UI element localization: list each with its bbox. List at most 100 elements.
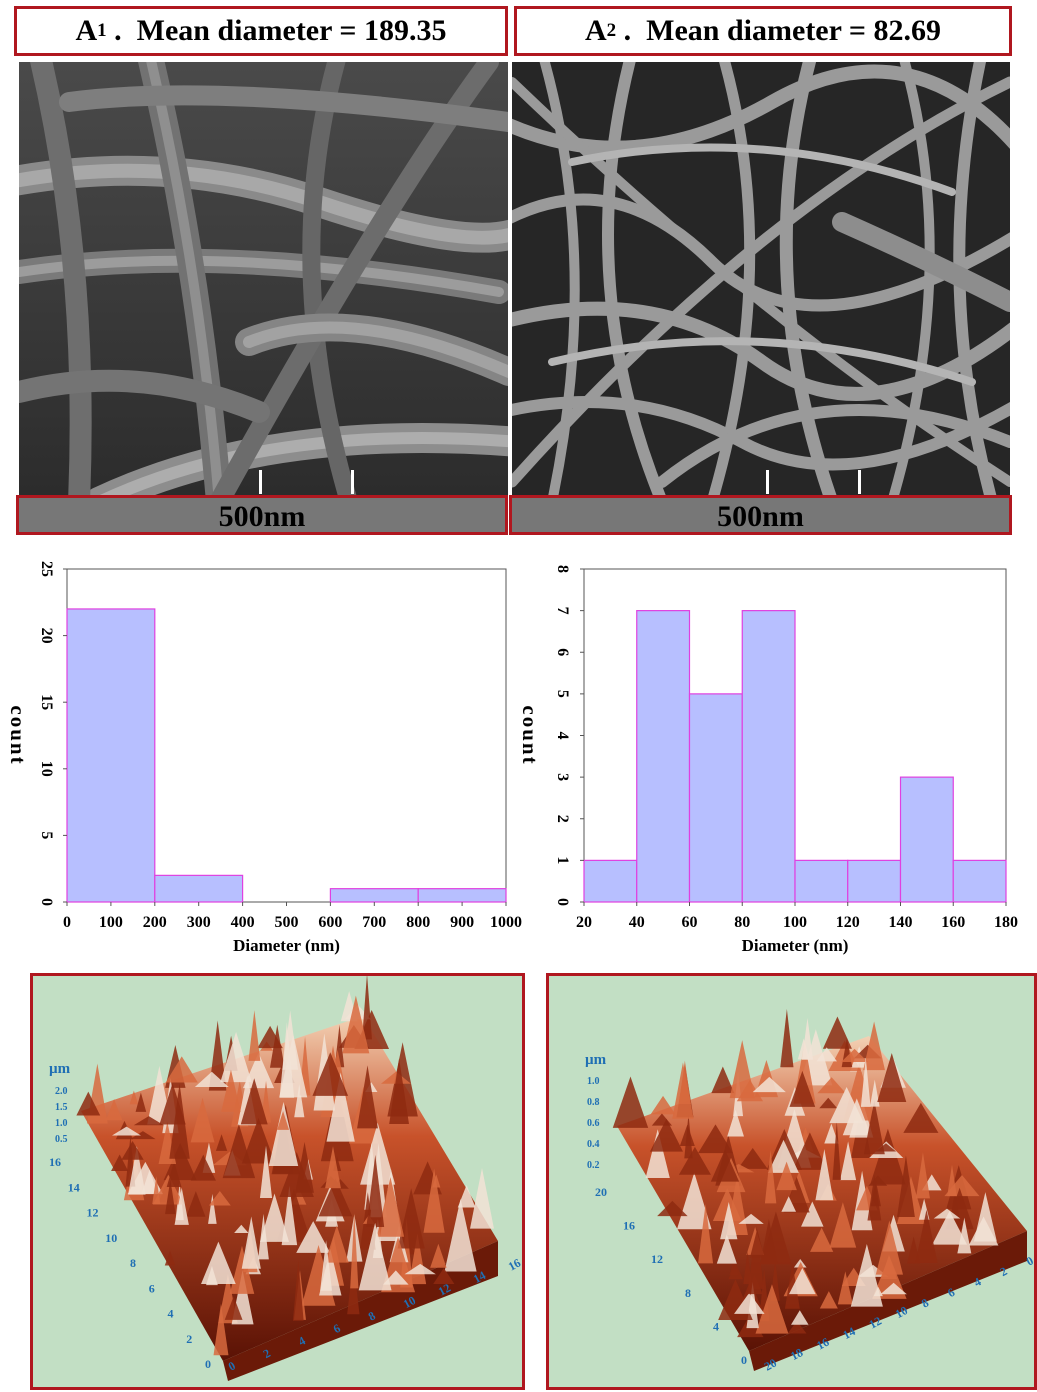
afm-peak: [457, 1184, 476, 1208]
afm-peak: [651, 1113, 673, 1126]
afm-x-tick: 20: [762, 1356, 779, 1374]
afm-z-tick: 1.0: [55, 1118, 68, 1129]
afm-peak: [789, 1070, 816, 1107]
afm-peak: [248, 1010, 261, 1061]
afm-peak: [152, 1174, 184, 1205]
afm-peak: [358, 1222, 392, 1291]
afm-peak: [208, 1020, 227, 1091]
afm-peak: [903, 1102, 939, 1133]
afm-peak: [738, 1213, 764, 1224]
afm-peak: [897, 1155, 915, 1218]
afm-x-tick: 10: [893, 1303, 910, 1321]
histogram-bar: [154, 874, 244, 903]
afm-x-tick: 8: [919, 1295, 931, 1310]
afm-peak: [788, 1268, 816, 1295]
afm-peak: [186, 1191, 206, 1217]
afm-peak: [366, 1154, 385, 1228]
afm-peak: [832, 1121, 842, 1180]
afm-peak: [221, 1069, 241, 1112]
afm-peak: [867, 1175, 882, 1221]
x-tick-label: 20: [576, 914, 592, 931]
afm-peak: [973, 1192, 997, 1242]
x-axis-label: Diameter (nm): [233, 936, 340, 955]
sem-a2-fibers: [512, 62, 1010, 495]
y-tick-label: 1: [554, 856, 571, 864]
afm-x-tick: 4: [296, 1333, 308, 1348]
afm-peak: [229, 1245, 255, 1294]
afm-peak: [829, 1087, 864, 1124]
afm-peak: [220, 1031, 252, 1083]
afm-x-tick: 16: [506, 1256, 522, 1274]
histogram-bar: [329, 888, 419, 903]
x-tick-label: 700: [362, 914, 386, 931]
afm-peak: [320, 1240, 333, 1291]
afm-peak: [208, 1193, 217, 1224]
afm-peak: [240, 1078, 268, 1125]
afm-peak: [325, 1146, 341, 1189]
afm-x-tick: 16: [814, 1335, 831, 1353]
afm-peak: [869, 1079, 880, 1107]
afm-peak: [752, 1076, 786, 1093]
afm-peak: [679, 1124, 695, 1147]
y-tick-label: 4: [554, 732, 571, 740]
panel-a2-sub: 2: [606, 20, 617, 41]
y-tick-label: 20: [38, 628, 55, 644]
afm-peak: [258, 1213, 269, 1260]
histogram-a1: 0 100 200 300 400 500 600 700 800 900 1000 0 5 10 15 20…: [6, 561, 522, 955]
afm-peak: [296, 1221, 331, 1253]
afm-y-tick: 0: [205, 1357, 211, 1371]
afm-z-tick: 1.5: [55, 1102, 68, 1113]
afm-z-tick: 1.0: [587, 1076, 600, 1087]
sem-image-a1: [19, 62, 508, 495]
x-tick-label: 60: [682, 914, 698, 931]
afm-peak: [241, 1117, 276, 1164]
afm-peak: [780, 1008, 794, 1068]
afm-peak: [698, 1124, 733, 1154]
afm-peak: [860, 1057, 871, 1107]
afm-side-wall: [749, 1231, 1027, 1371]
scale-bar-a2: 500nm: [509, 495, 1012, 535]
afm-z-tick: 0.5: [55, 1134, 68, 1145]
afm-y-tick: 6: [149, 1281, 155, 1295]
afm-x-tick: 18: [788, 1345, 805, 1363]
afm-peak: [822, 1016, 852, 1049]
afm-peak: [873, 1286, 883, 1297]
y-tick-label: 0: [554, 898, 571, 906]
y-tick-label: 25: [38, 561, 55, 577]
x-tick-label: 900: [450, 914, 474, 931]
afm-peak: [165, 1056, 198, 1083]
x-tick-label: 180: [994, 914, 1018, 931]
afm-y-tick: 16: [49, 1155, 61, 1169]
afm-peak: [294, 1084, 305, 1118]
afm-peak: [698, 1203, 714, 1264]
afm-peak: [801, 1201, 824, 1227]
afm-x-tick: 2: [261, 1346, 273, 1361]
afm-peak: [292, 1259, 304, 1321]
x-tick-label: 600: [318, 914, 342, 931]
afm-peak: [755, 1284, 789, 1334]
histogram-bar: [899, 776, 954, 903]
x-tick-label: 80: [734, 914, 750, 931]
scale-bar-a1: 500nm: [16, 495, 508, 535]
afm-peak: [135, 1092, 147, 1112]
x-axis-label: Diameter (nm): [742, 936, 849, 955]
afm-peak: [784, 1262, 800, 1309]
afm-peak: [791, 1310, 809, 1325]
afm-peak: [380, 1071, 411, 1084]
afm-y-tick: 10: [105, 1231, 117, 1245]
afm-unit-label: µm: [49, 1061, 71, 1077]
afm-peak: [727, 1109, 744, 1137]
x-tick-label: 160: [941, 914, 965, 931]
afm-peak: [433, 1267, 455, 1285]
x-tick-label: 1000: [490, 914, 522, 931]
y-tick-label: 2: [554, 815, 571, 823]
afm-peak: [760, 1218, 778, 1265]
afm-x-tick: 8: [366, 1308, 378, 1323]
afm-peak: [868, 1175, 888, 1186]
afm-peak: [678, 1146, 711, 1175]
x-tick-label: 120: [836, 914, 860, 931]
afm-peak: [932, 1210, 968, 1245]
afm-peak: [850, 1244, 883, 1307]
